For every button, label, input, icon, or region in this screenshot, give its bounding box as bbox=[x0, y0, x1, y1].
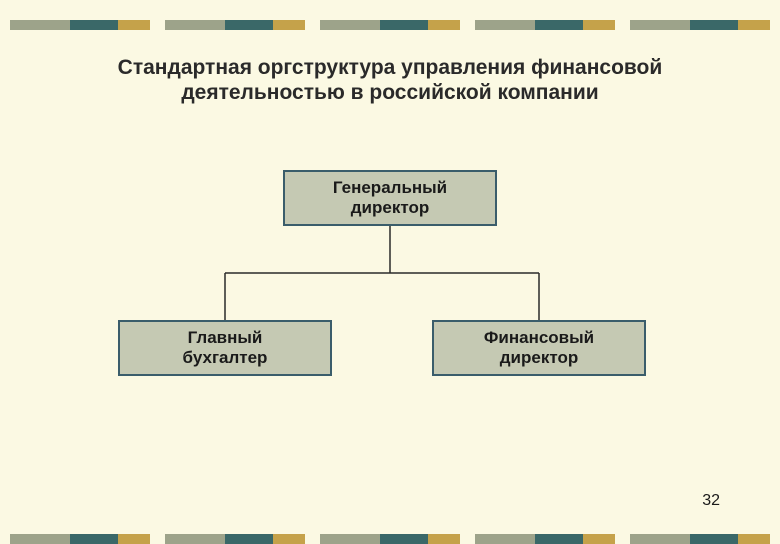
stripe-group bbox=[165, 534, 305, 544]
org-node-label: Финансовыйдиректор bbox=[484, 328, 594, 367]
stripe-group bbox=[165, 20, 305, 30]
top-decorative-stripe bbox=[0, 20, 780, 30]
stripe-group bbox=[475, 534, 615, 544]
stripe-group bbox=[320, 20, 460, 30]
stripe-group bbox=[10, 20, 150, 30]
bottom-decorative-stripe bbox=[0, 534, 780, 544]
stripe-group bbox=[320, 534, 460, 544]
org-node-right: Финансовыйдиректор bbox=[432, 320, 646, 376]
stripe-group bbox=[630, 534, 770, 544]
page-number: 32 bbox=[702, 492, 720, 510]
org-node-root: Генеральныйдиректор bbox=[283, 170, 497, 226]
stripe-group bbox=[10, 534, 150, 544]
stripe-group bbox=[630, 20, 770, 30]
stripe-group bbox=[475, 20, 615, 30]
org-chart: Генеральныйдиректор Главныйбухгалтер Финан… bbox=[0, 170, 780, 430]
slide-title: Стандартная оргструктура управления фина… bbox=[100, 55, 680, 105]
org-node-label: Генеральныйдиректор bbox=[333, 178, 447, 217]
org-node-label: Главныйбухгалтер bbox=[183, 328, 268, 367]
org-node-left: Главныйбухгалтер bbox=[118, 320, 332, 376]
